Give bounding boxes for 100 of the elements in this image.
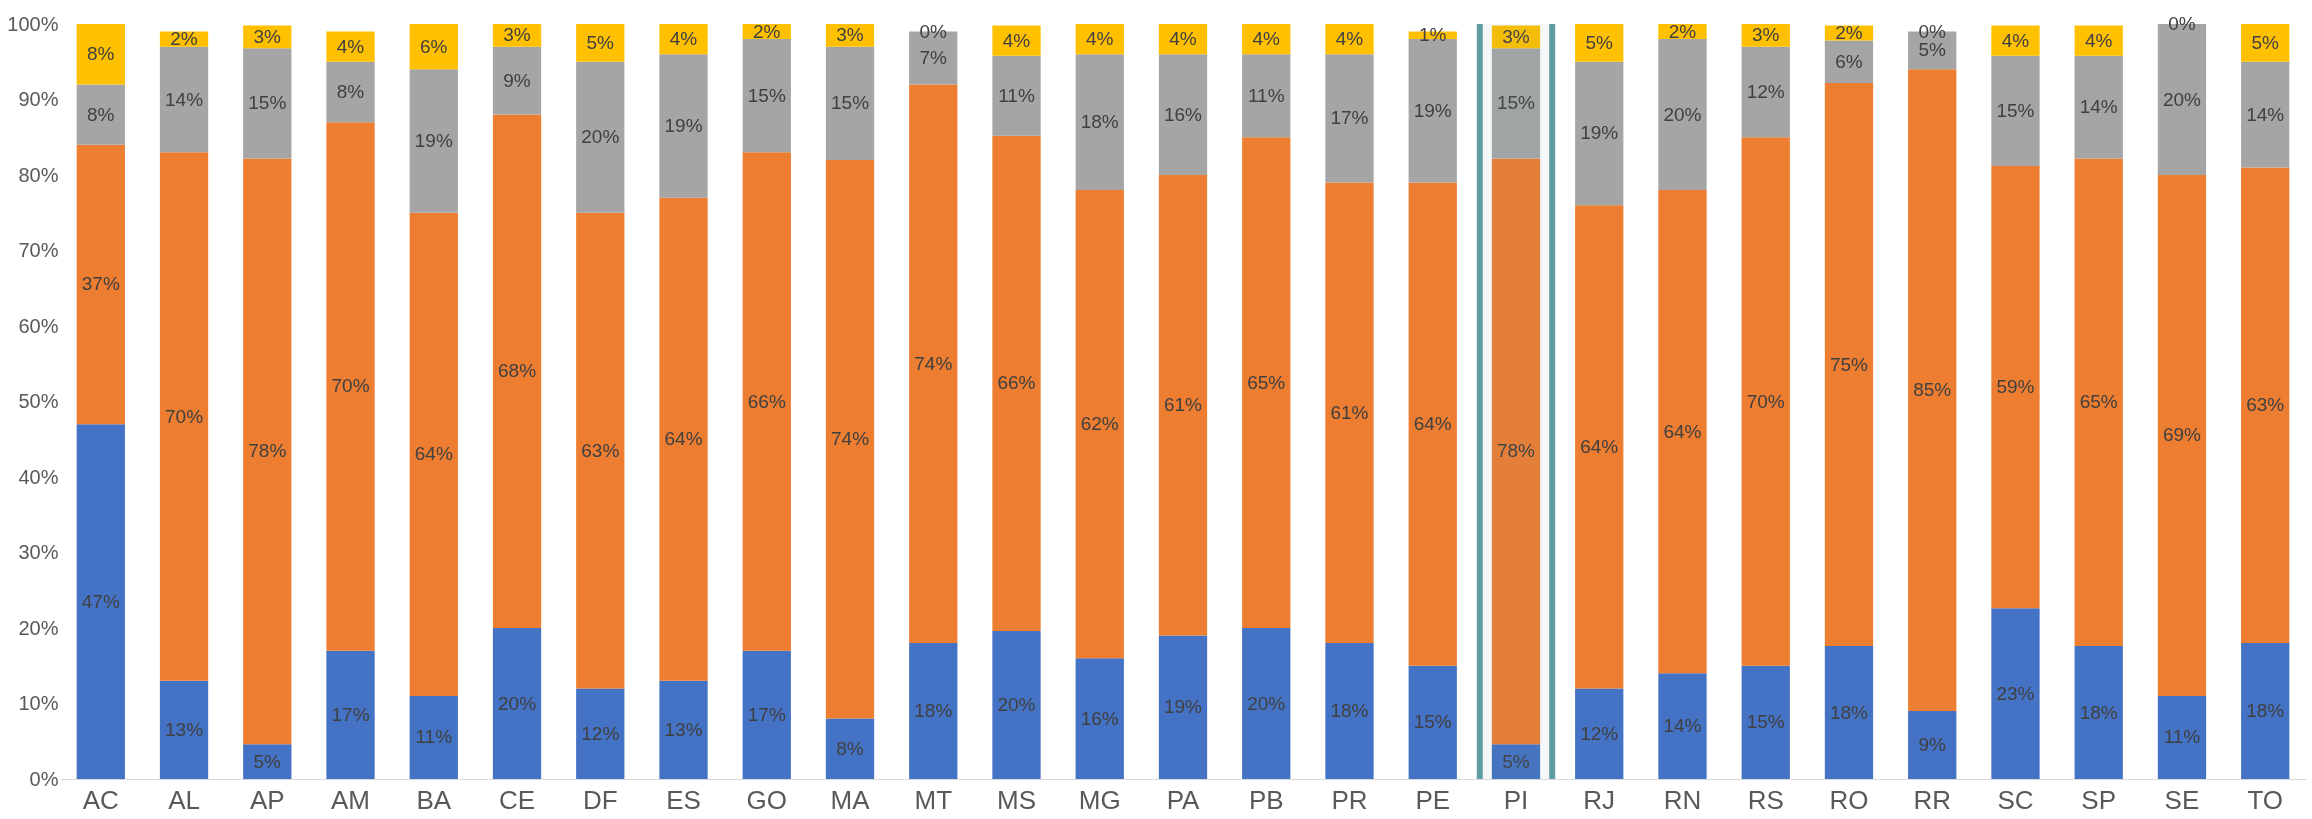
data-label: 64% (1580, 435, 1619, 457)
bar (1408, 182, 1457, 666)
bar (1824, 646, 1874, 779)
data-label: 14% (165, 88, 204, 110)
bar (243, 158, 292, 745)
data-label: 13% (664, 718, 703, 740)
x-tick-label: DF (582, 784, 618, 815)
data-label: 13% (165, 718, 204, 740)
bar (2074, 646, 2123, 779)
bar (76, 144, 125, 425)
x-tick-label: MS (997, 784, 1037, 815)
bar (1075, 54, 1124, 191)
bar (576, 688, 625, 779)
bar (159, 680, 209, 779)
bar (243, 48, 292, 159)
data-label: 9% (1918, 734, 1947, 756)
data-label: 20% (1247, 692, 1286, 714)
x-tick-label: RO (1829, 784, 1869, 815)
data-label: 61% (1330, 401, 1369, 423)
data-label: 18% (914, 700, 953, 722)
x-tick-label: RJ (1583, 784, 1616, 815)
data-label: 12% (1746, 80, 1785, 102)
data-label: 18% (2079, 701, 2118, 723)
bar (1908, 69, 1957, 712)
data-label: 3% (1751, 24, 1780, 46)
bar (1491, 48, 1541, 159)
y-tick-label: 50% (18, 390, 59, 412)
bar (1741, 46, 1790, 138)
x-tick-label: MA (830, 784, 871, 815)
bar (76, 424, 125, 779)
data-label: 5% (586, 31, 615, 53)
data-label: 4% (1252, 28, 1281, 50)
data-label: 2% (1835, 22, 1863, 44)
y-tick-label: 30% (18, 541, 59, 563)
data-label: 65% (2079, 391, 2118, 413)
bar (1408, 39, 1457, 183)
bar (2074, 55, 2123, 159)
data-label: 3% (503, 24, 531, 46)
data-label: 70% (1746, 390, 1785, 412)
data-label: 74% (914, 352, 953, 374)
data-label: 74% (831, 428, 870, 450)
data-label: 23% (1996, 682, 2035, 704)
bar (659, 54, 708, 198)
bar (576, 212, 625, 689)
bar (1158, 635, 1208, 779)
bar (2241, 643, 2290, 779)
y-tick-label: 60% (18, 314, 59, 337)
data-label: 4% (336, 35, 365, 57)
x-tick-label: RS (1747, 784, 1784, 815)
bar (492, 628, 542, 779)
data-label: 5% (1918, 39, 1947, 61)
data-label: 2% (1668, 20, 1697, 42)
bar (1575, 205, 1624, 689)
data-label: 18% (1829, 701, 1869, 723)
y-tick-label: 40% (18, 465, 59, 488)
data-label: 2% (753, 20, 781, 42)
x-tick-label: PB (1248, 784, 1284, 815)
bar (326, 61, 375, 123)
bar (1158, 54, 1208, 175)
bar (1991, 55, 2040, 166)
data-label: 4% (669, 28, 698, 50)
data-label: 70% (165, 405, 204, 427)
data-label: 11% (1247, 84, 1285, 106)
data-label: 8% (336, 80, 365, 102)
data-label: 20% (1663, 103, 1702, 125)
bar (409, 24, 458, 70)
bar (659, 197, 708, 681)
data-label: 17% (331, 703, 370, 725)
bar (2241, 61, 2290, 168)
bar (409, 69, 458, 213)
bar (742, 650, 791, 779)
bar (2074, 158, 2123, 647)
x-tick-label: RR (1913, 784, 1951, 815)
data-label: 4% (1335, 28, 1364, 50)
data-label: 20% (2162, 88, 2202, 110)
data-label: 63% (581, 439, 620, 461)
data-label: 0% (2168, 13, 2196, 34)
bar (825, 718, 875, 779)
data-label: 4% (1002, 29, 1031, 51)
bar (576, 61, 625, 213)
data-label: 19% (414, 130, 453, 152)
data-label: 9% (503, 69, 531, 91)
data-label: 63% (2246, 394, 2285, 416)
bar (1824, 82, 1874, 647)
data-label: 11% (415, 726, 453, 748)
y-tick-label: 20% (18, 616, 59, 639)
x-tick-label: PE (1415, 784, 1451, 815)
data-label: 15% (1996, 99, 2035, 121)
y-tick-label: 10% (18, 692, 59, 714)
x-tick-label: MG (1078, 784, 1121, 815)
bar (992, 135, 1041, 632)
data-label: 4% (2084, 29, 2113, 51)
data-label: 19% (664, 114, 703, 136)
x-tick-label: ES (666, 784, 701, 815)
bar (1908, 711, 1957, 779)
data-label: 0% (919, 20, 948, 42)
data-label: 85% (1913, 379, 1952, 401)
bar (992, 631, 1041, 779)
data-label: 70% (331, 375, 370, 397)
data-label: 15% (831, 92, 870, 114)
